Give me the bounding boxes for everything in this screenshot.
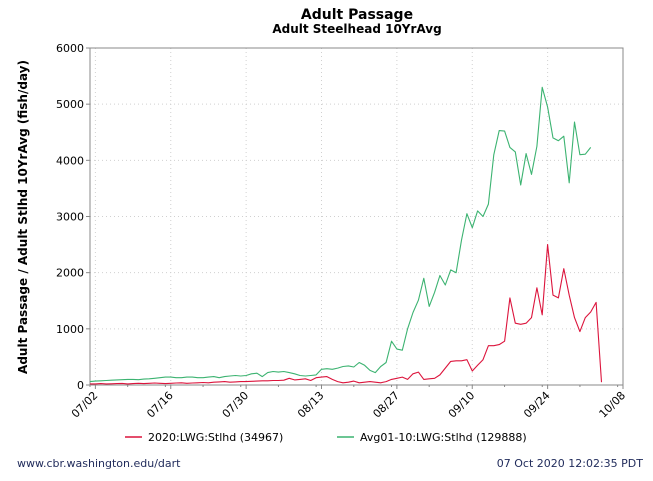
y-tick-label: 0 (77, 379, 84, 392)
legend-label-1: Avg01-10:LWG:Stlhd (129888) (360, 431, 527, 444)
legend: 2020:LWG:Stlhd (34967) Avg01-10:LWG:Stlhd… (125, 431, 527, 444)
grid-lines (90, 48, 624, 385)
y-axis-label: Adult Passage / Adult Stlhd 10YrAvg (fis… (16, 60, 30, 374)
x-tick-label: 09/24 (521, 389, 553, 421)
plot-frame (89, 47, 624, 386)
series-line-0 (90, 244, 603, 385)
x-tick-label: 08/27 (370, 389, 402, 421)
y-axis: 0 1000 2000 3000 4000 5000 6000 (56, 42, 90, 392)
timestamp: 07 Oct 2020 12:02:35 PDT (496, 457, 643, 470)
series-line-1 (89, 86, 592, 383)
y-tick-label: 6000 (56, 42, 84, 55)
x-axis: 07/02 07/16 07/30 08/13 08/27 09/10 09/24 10/08 (69, 385, 628, 421)
x-tick-label: 07/02 (69, 389, 101, 421)
x-tick-label: 09/10 (446, 389, 478, 421)
legend-label-0: 2020:LWG:Stlhd (34967) (148, 431, 283, 444)
y-tick-label: 1000 (56, 323, 84, 336)
x-tick-label: 08/13 (295, 389, 327, 421)
y-tick-label: 5000 (56, 98, 84, 111)
x-tick-label: 07/30 (220, 389, 252, 421)
y-tick-label: 4000 (56, 154, 84, 167)
source-url: www.cbr.washington.edu/dart (17, 457, 181, 470)
y-tick-label: 3000 (56, 211, 84, 224)
chart-title: Adult Passage (301, 7, 413, 23)
series-lines (89, 86, 603, 385)
x-tick-label: 07/16 (144, 389, 176, 421)
y-tick-label: 2000 (56, 267, 84, 280)
x-tick-label: 10/08 (597, 389, 629, 421)
chart-subtitle: Adult Steelhead 10YrAvg (272, 22, 441, 36)
